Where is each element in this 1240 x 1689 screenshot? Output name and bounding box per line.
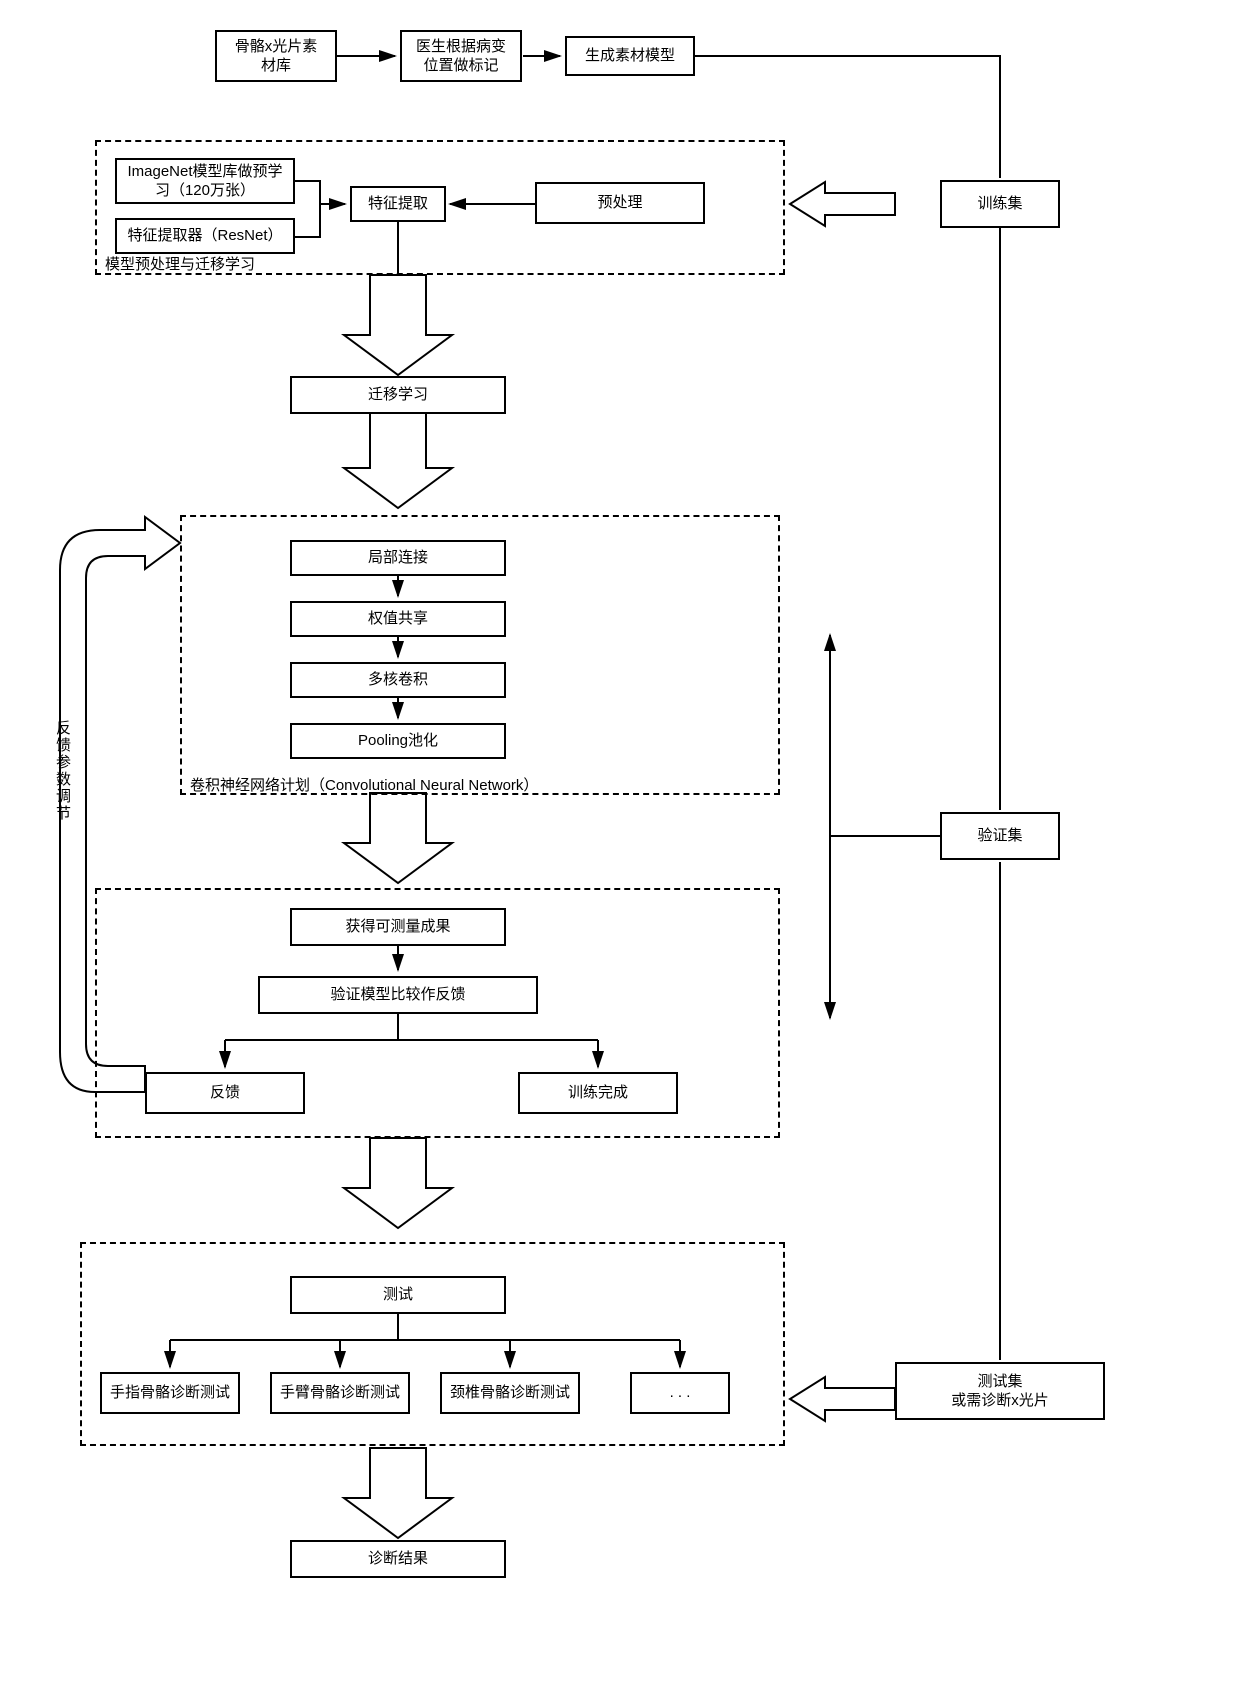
node-xray-library: 骨骼x光片素材库	[215, 30, 337, 82]
label: 生成素材模型	[585, 46, 675, 66]
label: ImageNet模型库做预学习（120万张）	[127, 162, 282, 201]
label: 医生根据病变位置做标记	[416, 37, 506, 76]
label: 反馈	[210, 1083, 240, 1103]
label: 权值共享	[368, 609, 428, 629]
label: 骨骼x光片素材库	[235, 37, 318, 76]
group-test	[80, 1242, 785, 1446]
label: 手指骨骼诊断测试	[110, 1383, 230, 1403]
group2-label: 卷积神经网络计划（Convolutional Neural Network）	[190, 774, 538, 795]
node-test-finger: 手指骨骼诊断测试	[100, 1372, 240, 1414]
node-weight-share: 权值共享	[290, 601, 506, 637]
node-test-more: . . .	[630, 1372, 730, 1414]
label: 测试集或需诊断x光片	[951, 1372, 1049, 1411]
label: 验证集	[977, 826, 1022, 846]
node-gen-model: 生成素材模型	[565, 36, 695, 76]
label: 迁移学习	[368, 385, 428, 405]
label: 预处理	[597, 193, 642, 213]
node-preprocess: 预处理	[535, 182, 705, 224]
node-multi-conv: 多核卷积	[290, 662, 506, 698]
node-test-neck: 颈椎骨骼诊断测试	[440, 1372, 580, 1414]
node-test-set: 测试集或需诊断x光片	[895, 1362, 1105, 1420]
label: Pooling池化	[358, 731, 438, 751]
node-doctor-mark: 医生根据病变位置做标记	[400, 30, 522, 82]
node-feedback: 反馈	[145, 1072, 305, 1114]
node-test: 测试	[290, 1276, 506, 1314]
node-train-set: 训练集	[940, 180, 1060, 228]
label: 颈椎骨骼诊断测试	[450, 1383, 570, 1403]
feedback-label: 反馈参数调节	[52, 720, 73, 822]
label: 训练完成	[568, 1083, 628, 1103]
node-resnet: 特征提取器（ResNet）	[115, 218, 295, 254]
node-measurable-result: 获得可测量成果	[290, 908, 506, 946]
label: 验证模型比较作反馈	[330, 985, 465, 1005]
node-validate-compare: 验证模型比较作反馈	[258, 976, 538, 1014]
label: 特征提取	[368, 194, 428, 214]
label: 获得可测量成果	[345, 917, 450, 937]
node-train-done: 训练完成	[518, 1072, 678, 1114]
node-transfer-learning: 迁移学习	[290, 376, 506, 414]
label: . . .	[670, 1383, 691, 1403]
label: 训练集	[977, 194, 1022, 214]
label: 手臂骨骼诊断测试	[280, 1383, 400, 1403]
label: 多核卷积	[368, 670, 428, 690]
node-diagnosis-result: 诊断结果	[290, 1540, 506, 1578]
node-local-connect: 局部连接	[290, 540, 506, 576]
label: 特征提取器（ResNet）	[127, 226, 282, 246]
label: 诊断结果	[368, 1549, 428, 1569]
node-pooling: Pooling池化	[290, 723, 506, 759]
label: 局部连接	[368, 548, 428, 568]
node-imagenet: ImageNet模型库做预学习（120万张）	[115, 158, 295, 204]
group1-label: 模型预处理与迁移学习	[105, 253, 255, 274]
label: 测试	[383, 1285, 413, 1305]
node-feature-extract: 特征提取	[350, 186, 446, 222]
node-test-arm: 手臂骨骼诊断测试	[270, 1372, 410, 1414]
node-valid-set: 验证集	[940, 812, 1060, 860]
